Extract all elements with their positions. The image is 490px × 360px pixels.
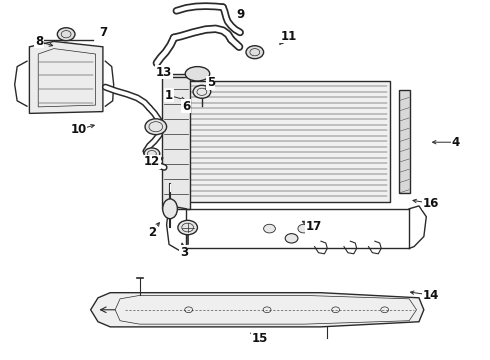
Circle shape	[285, 234, 298, 243]
Circle shape	[298, 224, 310, 233]
Text: 12: 12	[144, 156, 160, 168]
Text: 6: 6	[182, 100, 190, 113]
Ellipse shape	[163, 199, 177, 219]
Circle shape	[264, 224, 275, 233]
Circle shape	[145, 119, 167, 135]
Circle shape	[193, 85, 211, 98]
Polygon shape	[29, 41, 103, 113]
Text: 11: 11	[281, 30, 297, 42]
Text: 3: 3	[180, 246, 188, 258]
Text: 5: 5	[207, 76, 215, 89]
Text: 4: 4	[452, 136, 460, 149]
Text: 10: 10	[70, 123, 87, 136]
Text: 14: 14	[423, 289, 440, 302]
Circle shape	[144, 148, 160, 159]
Circle shape	[57, 28, 75, 41]
Text: 7: 7	[99, 26, 107, 39]
Text: 16: 16	[423, 197, 440, 210]
Bar	[399, 90, 410, 193]
Polygon shape	[91, 293, 424, 327]
Circle shape	[246, 46, 264, 59]
Text: 13: 13	[156, 66, 172, 78]
Bar	[189, 81, 390, 202]
Text: 2: 2	[148, 226, 156, 239]
Text: 17: 17	[305, 220, 322, 233]
Text: 15: 15	[251, 332, 268, 345]
Circle shape	[178, 220, 197, 235]
Text: 9: 9	[236, 8, 244, 21]
Ellipse shape	[185, 67, 210, 81]
Text: 8: 8	[35, 35, 43, 48]
Bar	[162, 74, 190, 209]
Text: 1: 1	[165, 89, 173, 102]
